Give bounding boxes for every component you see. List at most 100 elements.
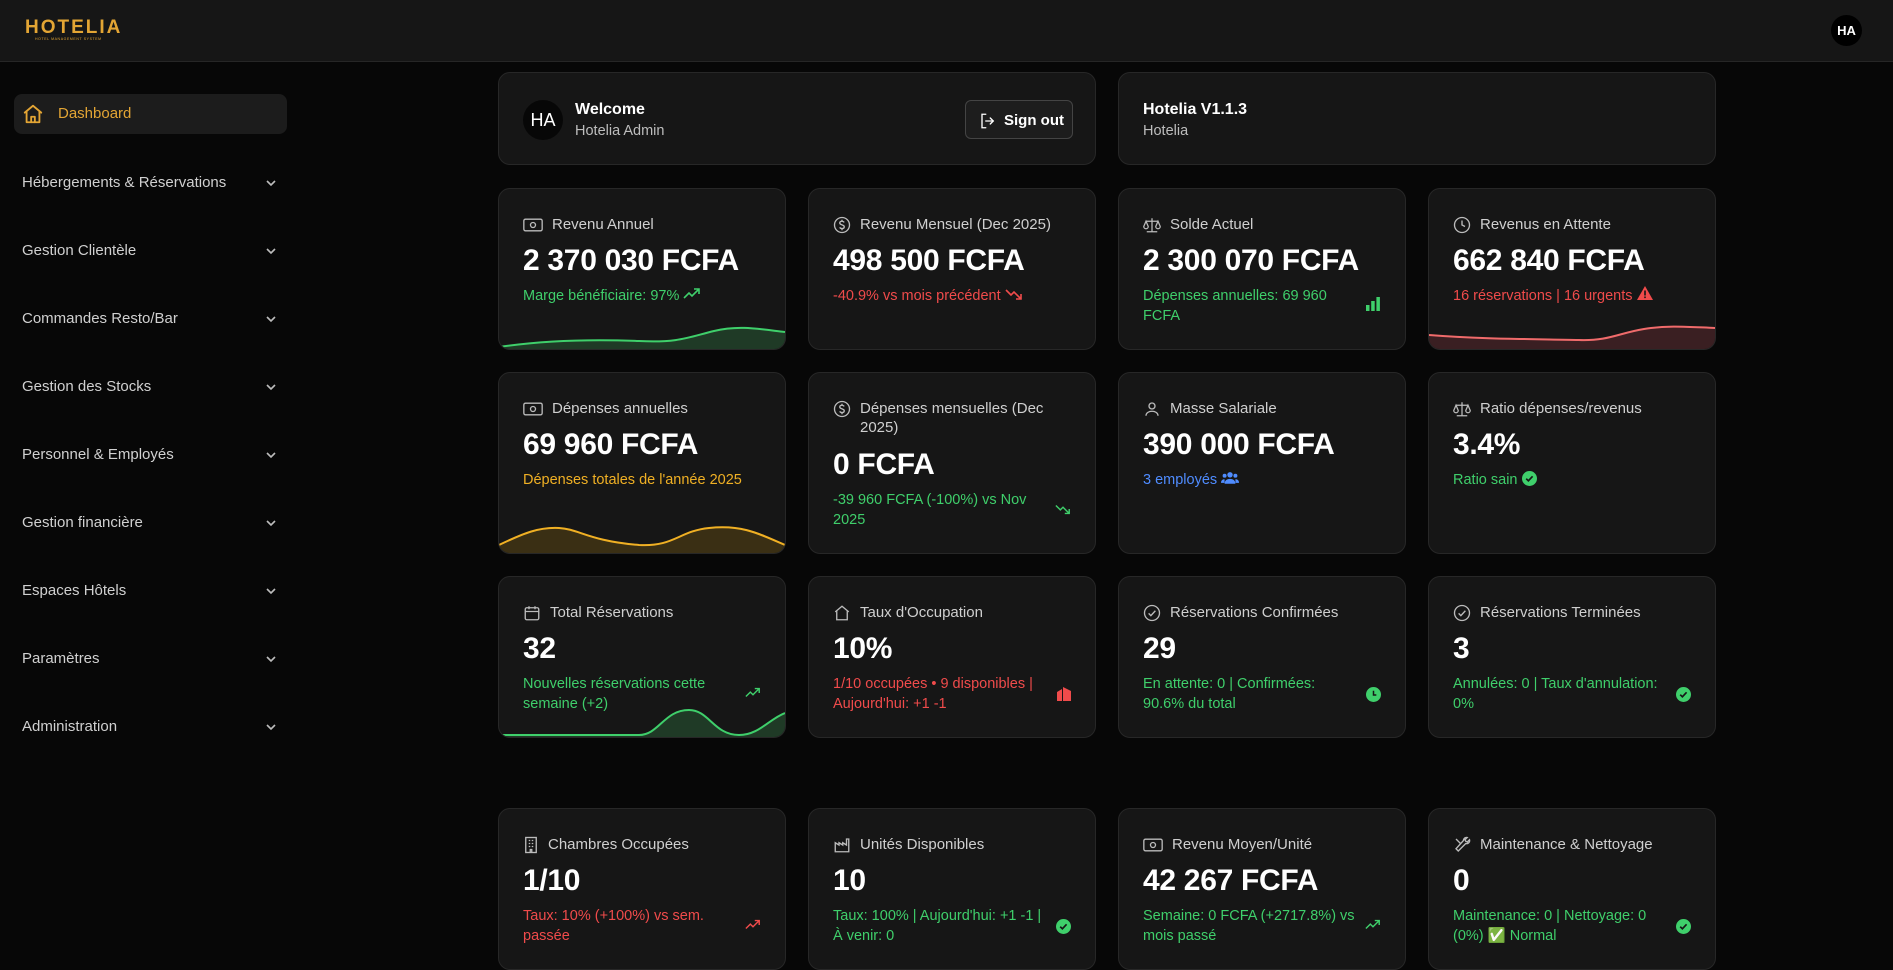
building-icon <box>1057 687 1071 701</box>
sidebar-item-finance[interactable]: Gestion financière <box>22 511 277 535</box>
sparkline-chart <box>499 326 785 349</box>
trend-up-icon <box>1365 919 1380 930</box>
home-icon <box>834 604 850 620</box>
tools-icon <box>1455 836 1471 852</box>
card-value: 10% <box>833 632 893 665</box>
stat-card-revenu-mensuel[interactable]: Revenu Mensuel (Dec 2025) 498 500 FCFA -… <box>808 188 1096 350</box>
card-title: Unités Disponibles <box>860 836 985 853</box>
user-avatar[interactable]: HA <box>1831 15 1862 46</box>
stat-card-maintenance[interactable]: Maintenance & Nettoyage 0 Maintenance: 0… <box>1428 808 1716 970</box>
sidebar-item-personnel[interactable]: Personnel & Employés <box>22 443 277 467</box>
stat-card-unites-disponibles[interactable]: Unités Disponibles 10 Taux: 100% | Aujou… <box>808 808 1096 970</box>
card-value: 3.4% <box>1453 428 1521 461</box>
stat-card-depenses-mensuelles[interactable]: Dépenses mensuelles (Dec 2025) 0 FCFA -3… <box>808 372 1096 554</box>
stat-card-masse-salariale[interactable]: Masse Salariale 390 000 FCFA 3 employés <box>1118 372 1406 554</box>
sidebar-item-commandes[interactable]: Commandes Resto/Bar <box>22 307 277 331</box>
card-value: 2 370 030 FCFA <box>523 244 739 277</box>
trend-up-icon <box>745 919 760 930</box>
factory-icon <box>834 837 850 852</box>
dollar-circle-icon <box>833 400 851 418</box>
check-circle-icon <box>1056 919 1071 934</box>
user-icon <box>1145 401 1159 416</box>
sidebar-item-parametres[interactable]: Paramètres <box>22 647 277 671</box>
card-subtext: -39 960 FCFA (-100%) vs Nov 2025 <box>833 492 1027 528</box>
balance-scale-icon <box>1143 217 1161 232</box>
chevron-down-icon <box>266 248 276 255</box>
sign-out-button[interactable]: Sign out <box>965 100 1073 139</box>
sparkline-chart <box>1429 325 1715 349</box>
warning-icon <box>1636 286 1653 300</box>
avatar: HA <box>523 100 563 140</box>
sidebar-item-stocks[interactable]: Gestion des Stocks <box>22 375 277 399</box>
card-value: 42 267 FCFA <box>1143 864 1319 897</box>
sidebar-item-espaces[interactable]: Espaces Hôtels <box>22 579 277 603</box>
card-value: 29 <box>1143 632 1176 665</box>
card-value: 498 500 FCFA <box>833 244 1025 277</box>
stat-card-taux-occupation[interactable]: Taux d'Occupation 10% 1/10 occupées • 9 … <box>808 576 1096 738</box>
sparkline-chart <box>499 708 785 737</box>
stat-card-reservations-confirmees[interactable]: Réservations Confirmées 29 En attente: 0… <box>1118 576 1406 738</box>
card-value: 10 <box>833 864 866 897</box>
stat-card-depenses-annuelles[interactable]: Dépenses annuelles 69 960 FCFA Dépenses … <box>498 372 786 554</box>
card-subtext: Taux: 10% (+100%) vs sem. passée <box>523 908 704 944</box>
app-logo-subtitle: HOTEL MANAGEMENT SYSTEM <box>35 37 102 41</box>
stat-card-solde-actuel[interactable]: Solde Actuel 2 300 070 FCFA Dépenses ann… <box>1118 188 1406 350</box>
chevron-down-icon <box>266 520 276 527</box>
calendar-icon <box>524 605 540 620</box>
card-title: Masse Salariale <box>1170 400 1277 417</box>
card-title: Dépenses annuelles <box>552 400 688 417</box>
check-circle-icon <box>1676 919 1691 934</box>
card-title: Revenu Mensuel (Dec 2025) <box>860 216 1051 233</box>
chevron-down-icon <box>266 316 276 323</box>
card-value: 2 300 070 FCFA <box>1143 244 1359 277</box>
card-subtext: Dépenses annuelles: 69 960 FCFA <box>1143 288 1327 324</box>
card-title: Réservations Confirmées <box>1170 604 1339 621</box>
home-icon <box>23 104 43 124</box>
clock-icon <box>1366 687 1381 702</box>
card-subtext: -40.9% vs mois précédent <box>833 288 1001 304</box>
top-bar: HOTELIA HOTEL MANAGEMENT SYSTEM HA <box>0 0 1893 62</box>
card-value: 0 FCFA <box>833 448 935 481</box>
chevron-down-icon <box>266 588 276 595</box>
card-title: Revenu Annuel <box>552 216 654 233</box>
app-logo[interactable]: HOTELIA <box>25 17 123 38</box>
check-circle-icon <box>1521 471 1537 486</box>
sidebar-item-administration[interactable]: Administration <box>22 715 277 739</box>
chevron-down-icon <box>266 452 276 459</box>
stat-card-reservations-terminees[interactable]: Réservations Terminées 3 Annulées: 0 | T… <box>1428 576 1716 738</box>
card-value: 1/10 <box>523 864 581 897</box>
card-value: 0 <box>1453 864 1470 897</box>
stat-card-ratio[interactable]: Ratio dépenses/revenus 3.4% Ratio sain <box>1428 372 1716 554</box>
trend-up-icon <box>683 288 701 299</box>
stat-card-total-reservations[interactable]: Total Réservations 32 Nouvelles réservat… <box>498 576 786 738</box>
clock-icon <box>1453 216 1471 233</box>
card-subtext: 3 employés <box>1143 472 1218 488</box>
trend-down-icon <box>1055 504 1070 515</box>
check-circle-icon <box>1676 687 1691 702</box>
card-subtext: Ratio sain <box>1453 472 1518 488</box>
stat-card-revenus-attente[interactable]: Revenus en Attente 662 840 FCFA 16 réser… <box>1428 188 1716 350</box>
sidebar-item-hebergements[interactable]: Hébergements & Réservations <box>22 171 277 195</box>
sidebar-item-clientele[interactable]: Gestion Clientèle <box>22 239 277 263</box>
sidebar-item-dashboard[interactable]: Dashboard <box>14 94 287 134</box>
welcome-title: Welcome <box>575 101 645 118</box>
card-subtext: 1/10 occupées • 9 disponibles | Aujourd'… <box>833 676 1033 712</box>
dollar-circle-icon <box>833 216 851 233</box>
card-title: Revenus en Attente <box>1480 216 1611 233</box>
bar-chart-icon <box>1366 297 1380 311</box>
check-circle-outline-icon <box>1143 604 1161 621</box>
card-title: Taux d'Occupation <box>860 604 983 621</box>
card-subtext: 16 réservations | 16 urgents <box>1453 288 1633 304</box>
sparkline-chart <box>499 526 785 553</box>
stat-card-revenu-moyen[interactable]: Revenu Moyen/Unité 42 267 FCFA Semaine: … <box>1118 808 1406 970</box>
sidebar-item-label: Dashboard <box>58 105 132 122</box>
card-subtext: Annulées: 0 | Taux d'annulation: 0% <box>1453 676 1658 712</box>
card-value: 69 960 FCFA <box>523 428 699 461</box>
chevron-down-icon <box>266 656 276 663</box>
building-icon <box>525 836 537 853</box>
chevron-down-icon <box>266 724 276 731</box>
card-subtext: Taux: 100% | Aujourd'hui: +1 -1 | À veni… <box>833 908 1042 944</box>
stat-card-revenu-annuel[interactable]: Revenu Annuel 2 370 030 FCFA Marge bénéf… <box>498 188 786 350</box>
stat-card-chambres-occupees[interactable]: Chambres Occupées 1/10 Taux: 10% (+100%)… <box>498 808 786 970</box>
check-circle-outline-icon <box>1453 604 1471 621</box>
